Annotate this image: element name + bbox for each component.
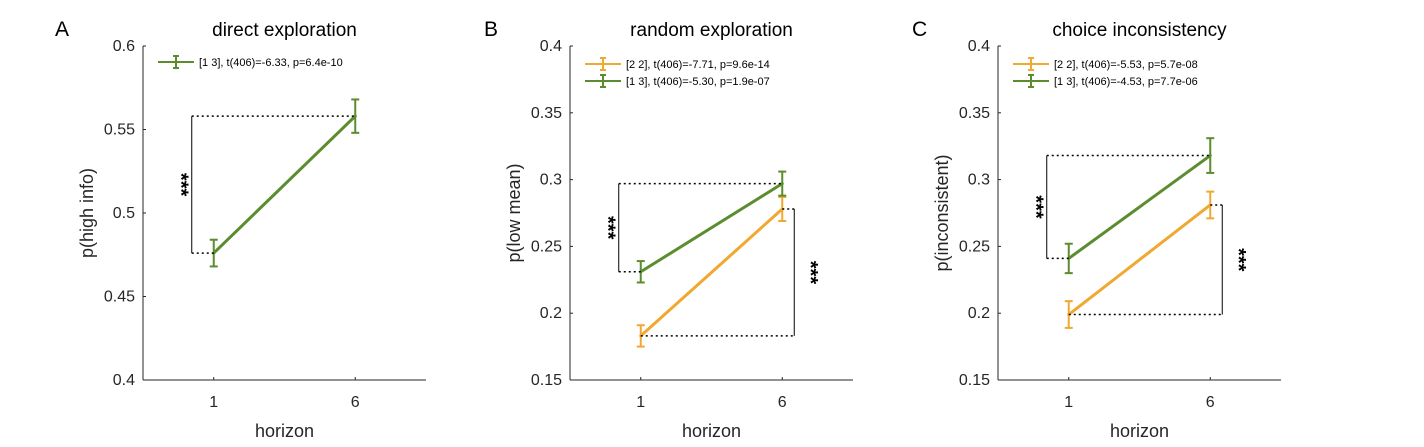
x-tick-label: 6 xyxy=(1206,394,1215,411)
y-tick-label: 0.25 xyxy=(959,238,990,255)
data-point xyxy=(1208,154,1212,158)
panel-letter: C xyxy=(912,18,927,41)
y-axis-label: p(high info) xyxy=(77,168,97,258)
legend-entry: [2 2], t(406)=-7.71, p=9.6e-14 xyxy=(626,59,770,71)
legend-entry: [2 2], t(406)=-5.53, p=5.7e-08 xyxy=(1054,59,1198,71)
chart-title: random exploration xyxy=(630,20,793,41)
y-tick-label: 0.35 xyxy=(531,105,562,122)
y-tick-label: 0.4 xyxy=(968,38,990,55)
panel-letter: B xyxy=(484,18,498,41)
y-tick-label: 0.5 xyxy=(113,205,135,222)
y-tick-label: 0.25 xyxy=(531,238,562,255)
series-line xyxy=(1067,203,1212,316)
legend-entry: [1 3], t(406)=-4.53, p=7.7e-06 xyxy=(1054,76,1198,88)
y-tick-label: 0.6 xyxy=(113,38,135,55)
x-axis-label: horizon xyxy=(1110,421,1169,441)
y-tick-label: 0.35 xyxy=(959,105,990,122)
significance-stars: *** xyxy=(596,216,618,240)
data-point xyxy=(780,182,784,186)
data-point xyxy=(353,114,357,118)
legend-entry: [1 3], t(406)=-6.33, p=6.4e-10 xyxy=(199,57,343,69)
legend-entry: [1 3], t(406)=-5.30, p=1.9e-07 xyxy=(626,76,770,88)
y-tick-label: 0.15 xyxy=(959,372,990,389)
x-tick-label: 6 xyxy=(778,394,787,411)
y-tick-label: 0.45 xyxy=(104,289,135,306)
y-tick-label: 0.2 xyxy=(968,305,990,322)
y-tick-label: 0.3 xyxy=(540,172,562,189)
series-line xyxy=(212,115,357,255)
y-axis-label: p(inconsistent) xyxy=(932,154,952,271)
y-tick-label: 0.15 xyxy=(531,372,562,389)
significance-stars: *** xyxy=(1024,195,1046,219)
x-axis-label: horizon xyxy=(682,421,741,441)
chart-title: direct exploration xyxy=(212,20,357,41)
chart-title: choice inconsistency xyxy=(1052,20,1227,41)
x-tick-label: 1 xyxy=(636,394,645,411)
legend-box xyxy=(1013,56,1239,98)
series-line xyxy=(639,182,784,274)
series-line xyxy=(639,207,784,338)
x-tick-label: 1 xyxy=(1064,394,1073,411)
legend-box xyxy=(585,56,811,98)
y-axis-label: p(low mean) xyxy=(504,163,524,262)
panel-letter: A xyxy=(55,18,69,41)
significance-stars: *** xyxy=(799,261,821,285)
y-tick-label: 0.4 xyxy=(113,372,135,389)
x-tick-label: 1 xyxy=(209,394,218,411)
y-tick-label: 0.55 xyxy=(104,122,135,139)
significance-stars: *** xyxy=(1227,248,1249,272)
legend-box xyxy=(158,54,384,81)
y-tick-label: 0.2 xyxy=(540,305,562,322)
x-tick-label: 6 xyxy=(351,394,360,411)
y-tick-label: 0.4 xyxy=(540,38,562,55)
significance-stars: *** xyxy=(169,173,191,197)
x-axis-label: horizon xyxy=(255,421,314,441)
y-tick-label: 0.3 xyxy=(968,172,990,189)
series-line xyxy=(1067,154,1212,260)
